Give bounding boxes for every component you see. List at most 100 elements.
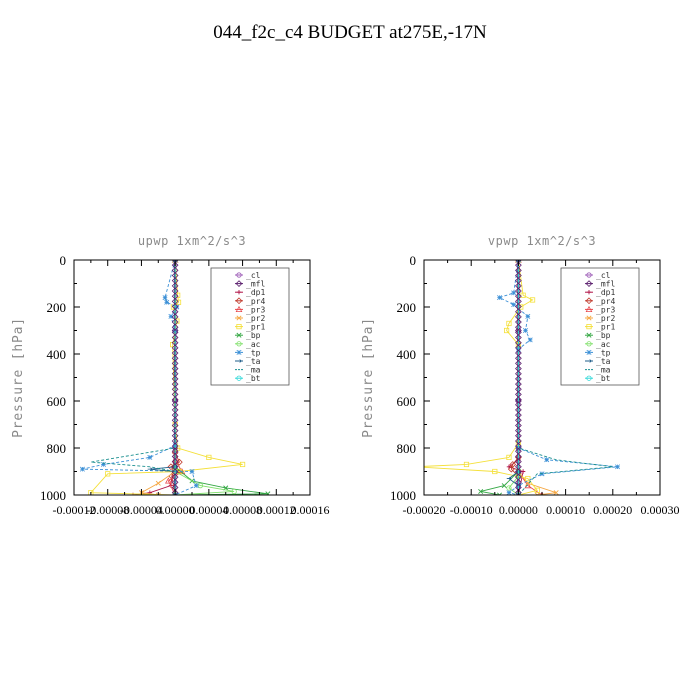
legend-label-pr3: _pr3 <box>246 305 265 314</box>
data-point-pr1 <box>105 471 111 477</box>
data-point-tp <box>497 295 503 301</box>
data-point-ta <box>172 260 178 262</box>
legend-marker <box>586 359 592 363</box>
legend-label-ac: _ac <box>596 340 611 349</box>
legend-label-tp: _tp <box>596 348 611 357</box>
y-tick-label: 400 <box>47 347 67 362</box>
legend-label-mfl: _mfl <box>246 280 265 289</box>
data-point-bp <box>497 492 503 495</box>
legend-marker <box>586 349 592 355</box>
legend-marker <box>236 375 242 381</box>
legend-box <box>560 267 640 386</box>
y-tick-label: 1000 <box>390 488 416 503</box>
upwp-y-axis-label: Pressure [hPa] <box>11 317 26 438</box>
legend-marker <box>235 280 243 287</box>
data-point-ta <box>147 467 153 471</box>
legend-marker <box>236 332 242 338</box>
x-tick-label: -0.00010 <box>450 503 493 517</box>
legend-marker <box>586 290 592 295</box>
legend-marker <box>236 359 242 363</box>
legend-label-ac: _ac <box>246 340 261 349</box>
data-point-dp1 <box>520 469 526 474</box>
data-point-tp <box>506 490 512 495</box>
data-point-ac <box>506 485 512 491</box>
legend-marker <box>236 341 242 347</box>
legend-label-pr1: _pr1 <box>596 323 615 332</box>
y-tick-label: 200 <box>47 300 67 315</box>
y-tick-label: 800 <box>397 441 417 456</box>
y-tick-label: 600 <box>47 394 67 409</box>
data-point-ta <box>516 260 522 262</box>
legend-label-ta: _ta <box>246 357 261 366</box>
upwp-legend: _cl_mfl_dp1_pr4_pr3_pr2_pr1_bp_ac_tp_ta_… <box>210 267 290 386</box>
data-point-pr1 <box>525 475 531 482</box>
y-tick-label: 400 <box>397 347 417 362</box>
data-point-tp <box>511 302 517 308</box>
legend-marker <box>236 272 242 278</box>
data-point-tp <box>527 337 533 343</box>
legend-marker <box>236 315 242 321</box>
series-line-pr1 <box>89 260 243 495</box>
upwp-title: upwp 1xm^2/s^3 <box>138 234 246 248</box>
x-tick-label: 0.00010 <box>546 503 585 517</box>
data-point-bp <box>478 488 484 494</box>
vpwp-legend: _cl_mfl_dp1_pr4_pr3_pr2_pr1_bp_ac_tp_ta_… <box>560 267 640 386</box>
y-tick-label: 0 <box>60 253 67 268</box>
legend-label-bp: _bp <box>246 331 261 340</box>
legend-label-pr4: _pr4 <box>246 297 265 306</box>
data-point-mfl <box>171 489 179 495</box>
legend-marker <box>236 290 242 295</box>
legend-marker <box>235 305 243 312</box>
y-tick-label: 0 <box>410 253 417 268</box>
upwp-series-group <box>79 260 271 495</box>
data-point-pr1 <box>175 299 182 305</box>
legend-marker <box>235 297 243 305</box>
data-point-tp <box>189 469 195 474</box>
data-point-tp <box>174 304 180 310</box>
data-point-tp <box>522 328 528 333</box>
data-point-pr1 <box>506 454 512 461</box>
legend-label-bt: _bt <box>596 374 611 383</box>
data-point-pr2 <box>553 490 559 495</box>
data-point-pr2 <box>534 492 540 495</box>
y-tick-label: 800 <box>47 441 67 456</box>
data-point-tp <box>79 466 85 472</box>
data-point-pr1 <box>206 454 212 461</box>
legend-label-cl: _cl <box>246 271 261 280</box>
legend-marker <box>586 341 592 347</box>
legend-label-dp1: _dp1 <box>596 288 615 297</box>
data-point-pr2 <box>155 480 161 486</box>
legend-label-pr1: _pr1 <box>246 323 265 332</box>
x-tick-label: 0.00000 <box>499 503 538 517</box>
legend-marker <box>586 272 592 278</box>
data-point-pr1 <box>503 327 510 334</box>
vpwp-y-axis-label: Pressure [hPa] <box>361 317 376 438</box>
legend-label-pr4: _pr4 <box>596 297 615 306</box>
vpwp-series-group <box>424 260 621 495</box>
legend-label-bp: _bp <box>596 331 611 340</box>
legend-label-dp1: _dp1 <box>246 288 265 297</box>
page-title: 044_f2c_c4 BUDGET at275E,-17N <box>213 22 487 43</box>
x-tick-label: 0.00016 <box>291 503 330 517</box>
legend-marker <box>586 332 592 338</box>
x-tick-label: 0.00012 <box>257 503 296 517</box>
x-tick-label: 0.00020 <box>593 503 632 517</box>
data-point-bp <box>265 491 271 495</box>
legend-label-ma: _ma <box>246 366 261 375</box>
legend-marker <box>586 315 592 321</box>
data-point-ta <box>506 476 512 481</box>
legend-marker <box>585 280 593 287</box>
data-point-ac <box>231 488 237 495</box>
data-point-tp <box>147 454 153 460</box>
legend-marker <box>585 305 593 312</box>
data-point-pr1 <box>463 461 470 468</box>
y-tick-label: 200 <box>397 300 417 315</box>
data-point-pr4 <box>507 465 515 473</box>
legend-label-ma: _ma <box>596 366 611 375</box>
data-point-pr1 <box>492 468 498 475</box>
series-line-bp <box>480 260 519 495</box>
data-point-pr2 <box>155 492 161 495</box>
data-point-tp <box>101 461 106 467</box>
x-tick-label: -0.00008 <box>86 503 129 517</box>
